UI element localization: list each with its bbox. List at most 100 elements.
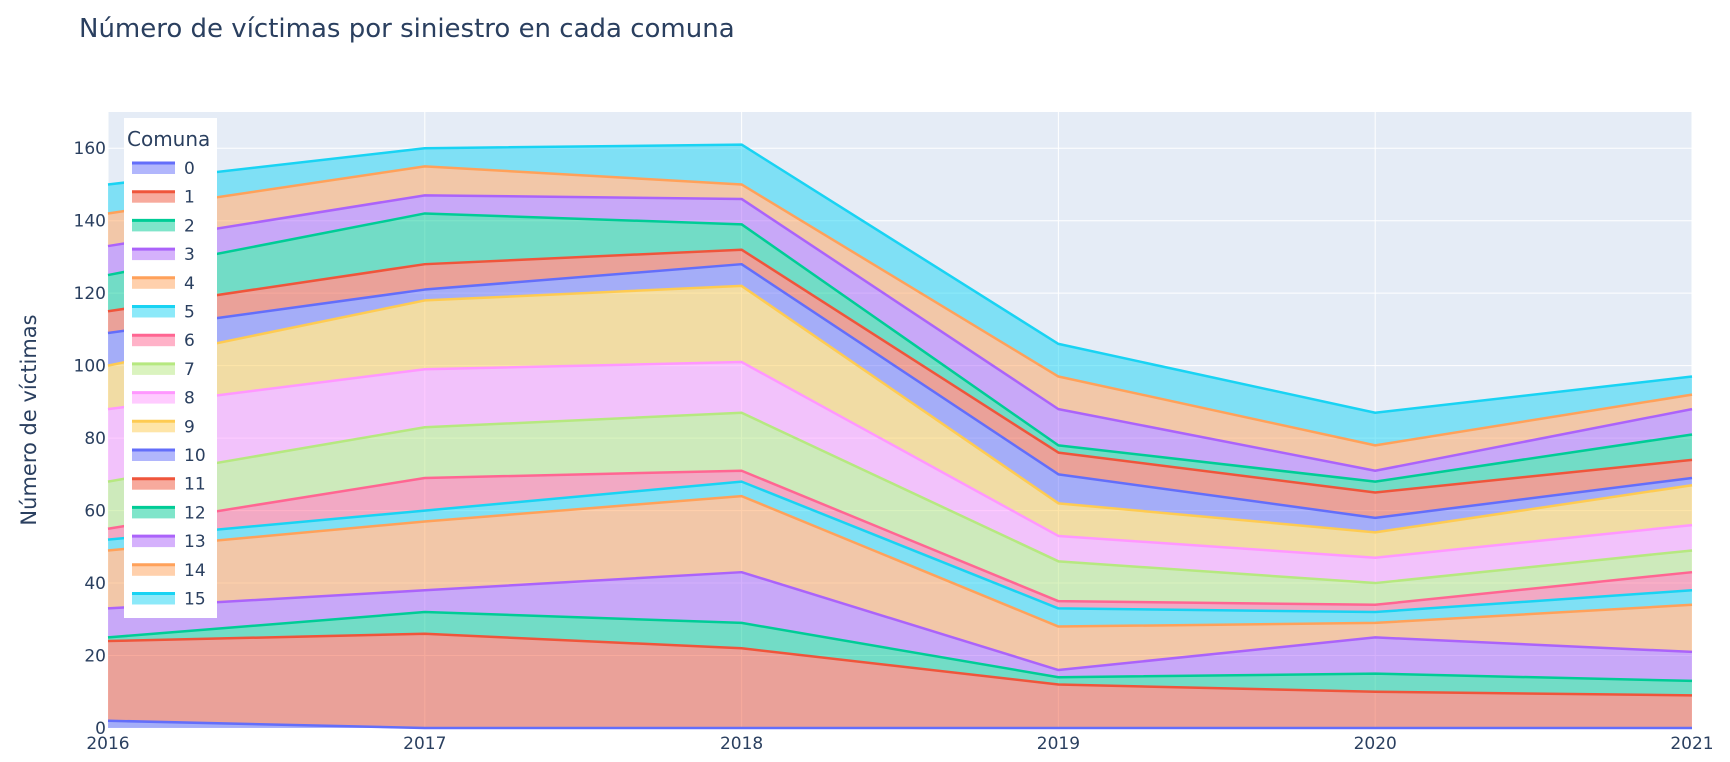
legend-label: 4 — [184, 274, 195, 294]
line-comuna-8 — [107, 360, 1693, 559]
y-tick-label: 20 — [84, 647, 106, 667]
y-axis-label: Número de víctimas — [17, 314, 41, 525]
legend-label: 13 — [184, 532, 206, 552]
y-tick-label: 100 — [74, 357, 106, 377]
x-tick-label: 2021 — [1670, 734, 1713, 754]
line-comuna-11 — [107, 248, 1693, 494]
legend-item-comuna-6: 6 — [132, 331, 195, 351]
x-tick-label: 2020 — [1354, 734, 1397, 754]
legend-swatch-fill — [132, 362, 175, 375]
x-tick-label: 2018 — [720, 734, 763, 754]
line-comuna-7 — [107, 411, 1693, 585]
legend-label: 11 — [184, 475, 206, 495]
legend-swatch-fill — [132, 219, 175, 232]
legend-label: 5 — [184, 303, 195, 323]
line-comuna-4 — [107, 494, 1693, 628]
line-comuna-12 — [107, 212, 1693, 483]
x-axis-ticks: 2016 2017 2018 2019 2020 2021 — [86, 734, 1713, 754]
line-comuna-10 — [107, 262, 1693, 520]
legend-label: 3 — [184, 245, 195, 265]
legend-item-comuna-10: 10 — [132, 446, 206, 466]
line-comuna-9 — [107, 284, 1693, 534]
legend-label: 9 — [184, 417, 195, 437]
area-comuna-15 — [108, 144, 1692, 446]
y-tick-label: 160 — [74, 139, 106, 159]
y-tick-label: 40 — [84, 574, 106, 594]
y-tick-label: 80 — [84, 429, 106, 449]
x-tick-label: 2019 — [1037, 734, 1080, 754]
legend-item-comuna-14: 14 — [132, 561, 206, 581]
area-comuna-13 — [108, 195, 1692, 482]
legend-swatch-fill — [132, 535, 175, 548]
area-comuna-8 — [108, 362, 1692, 584]
series-lines — [107, 143, 1693, 730]
legend-item-comuna-2: 2 — [132, 216, 195, 236]
area-comuna-7 — [108, 412, 1692, 605]
y-axis-ticks: 0 20 40 60 80 100 120 140 160 — [74, 139, 106, 739]
area-comuna-0 — [108, 720, 1692, 728]
area-series — [108, 144, 1692, 728]
legend-label: 8 — [184, 389, 195, 409]
y-tick-label: 120 — [74, 284, 106, 304]
legend-swatch-fill — [132, 248, 175, 261]
area-comuna-10 — [108, 264, 1692, 533]
legend-item-comuna-12: 12 — [132, 503, 206, 523]
legend-item-comuna-9: 9 — [132, 417, 195, 437]
legend-swatch-fill — [132, 391, 175, 404]
line-comuna-15 — [107, 143, 1693, 415]
legend-title: Comuna — [127, 127, 210, 151]
line-comuna-2 — [107, 610, 1693, 683]
y-tick-label: 60 — [84, 502, 106, 522]
area-comuna-11 — [108, 249, 1692, 518]
line-comuna-13 — [107, 194, 1693, 472]
line-comuna-6 — [107, 469, 1693, 607]
area-comuna-9 — [108, 285, 1692, 558]
area-comuna-4 — [108, 496, 1692, 671]
legend-swatch-fill — [132, 449, 175, 461]
legend-item-comuna-13: 13 — [132, 532, 206, 552]
y-tick-label: 0 — [95, 719, 106, 739]
legend-label: 10 — [184, 446, 206, 466]
legend-item-comuna-1: 1 — [132, 188, 195, 208]
area-comuna-3 — [108, 572, 1692, 681]
area-comuna-5 — [108, 481, 1692, 627]
line-comuna-14 — [107, 165, 1693, 447]
line-comuna-3 — [107, 570, 1693, 672]
legend-item-comuna-11: 11 — [132, 475, 206, 495]
legend-item-comuna-4: 4 — [132, 274, 195, 294]
area-comuna-12 — [108, 213, 1692, 493]
chart-title: Número de víctimas por siniestro en cada… — [79, 14, 735, 44]
legend-item-comuna-7: 7 — [132, 360, 195, 380]
legend-label: 14 — [184, 561, 206, 581]
legend-swatch-fill — [132, 506, 175, 519]
legend-swatch-fill — [132, 563, 175, 576]
legend-swatch-fill — [132, 420, 175, 433]
legend-label: 7 — [184, 360, 195, 380]
area-comuna-1 — [108, 633, 1692, 728]
legend-swatch-fill — [132, 592, 175, 605]
legend-swatch-fill — [132, 305, 175, 318]
legend-swatch-fill — [132, 334, 175, 347]
legend-swatch-fill — [132, 276, 175, 289]
legend-label: 6 — [184, 331, 195, 351]
legend-item-comuna-15: 15 — [132, 590, 206, 610]
legend-item-comuna-3: 3 — [132, 245, 195, 265]
legend-label: 1 — [184, 188, 195, 208]
line-comuna-5 — [107, 480, 1693, 614]
legend-label: 2 — [184, 216, 195, 236]
legend-item-comuna-5: 5 — [132, 303, 195, 323]
legend-item-comuna-8: 8 — [132, 389, 195, 409]
legend-label: 12 — [184, 503, 206, 523]
legend-swatch-fill — [132, 190, 175, 203]
x-tick-label: 2017 — [403, 734, 446, 754]
line-comuna-1 — [107, 632, 1693, 697]
legend-swatch-fill — [132, 477, 175, 490]
area-comuna-14 — [108, 166, 1692, 471]
legend-swatch-fill — [132, 162, 175, 174]
area-comuna-6 — [108, 470, 1692, 613]
y-tick-label: 140 — [74, 212, 106, 232]
line-comuna-0 — [107, 719, 1692, 730]
legend-label: 15 — [184, 590, 206, 610]
